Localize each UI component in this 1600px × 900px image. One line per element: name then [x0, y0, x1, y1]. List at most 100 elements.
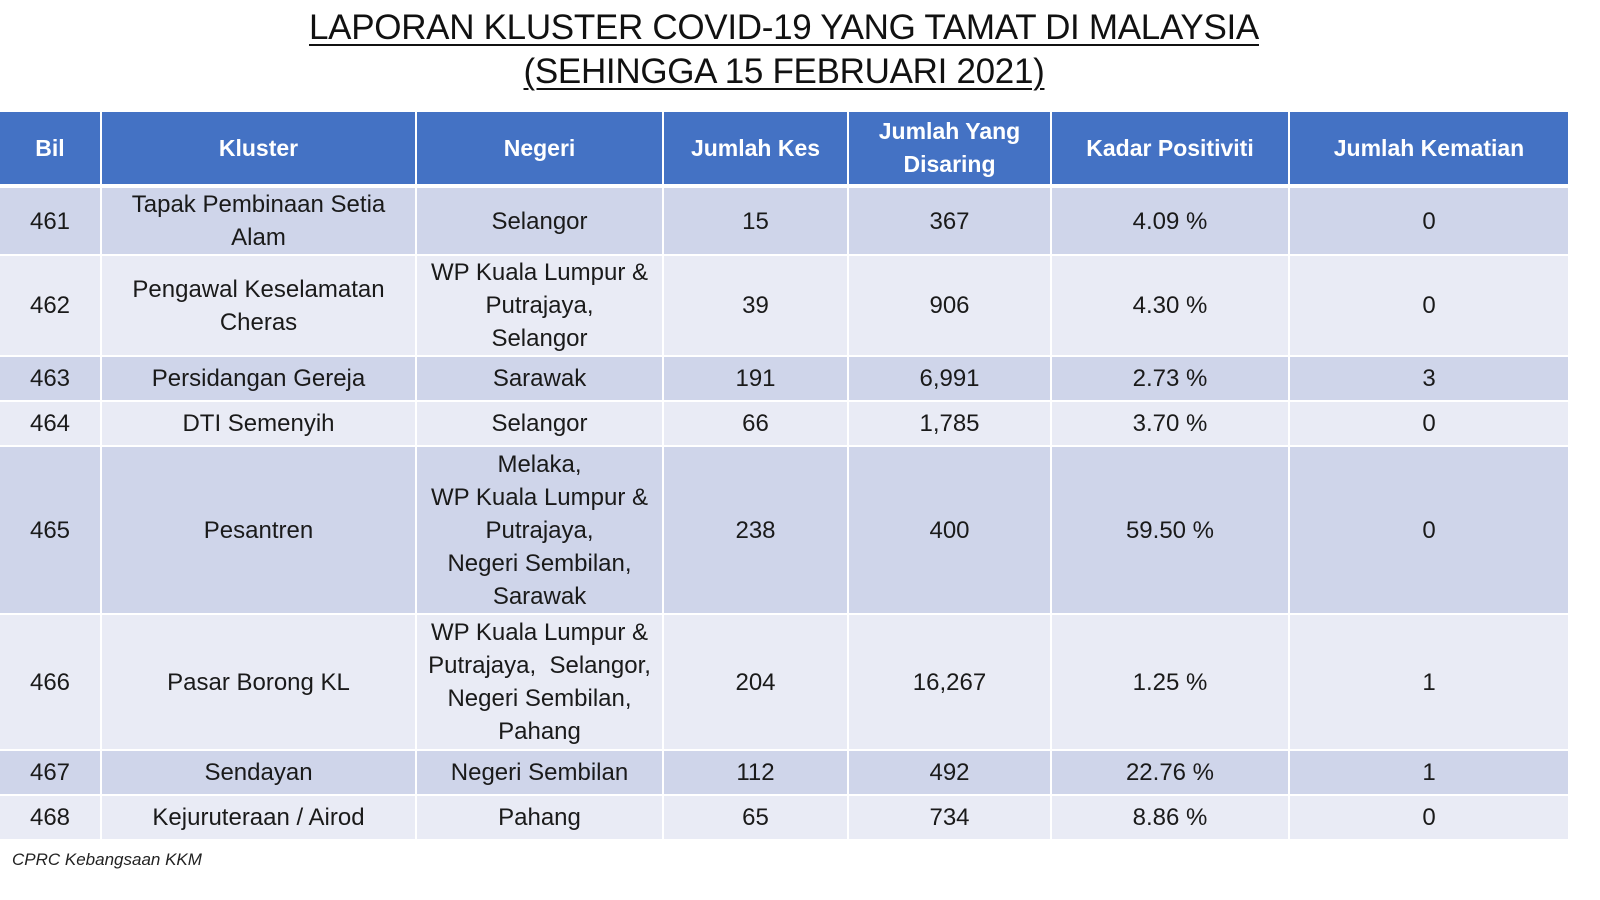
table-body: 461 Tapak Pembinaan Setia Alam Selangor …: [0, 188, 1568, 841]
kluster-line: Kejuruteraan / Airod: [152, 804, 365, 831]
cell-kadar-positiviti: 2.73 %: [1052, 357, 1290, 402]
negeri-line: Selangor: [491, 410, 588, 437]
cell-kluster: Pesantren: [102, 447, 417, 615]
cell-kluster: Tapak Pembinaan Setia Alam: [102, 188, 417, 256]
cell-kluster: Pengawal Keselamatan Cheras: [102, 256, 417, 357]
cell-jumlah-kes: 39: [664, 256, 849, 357]
cell-jumlah-kematian: 0: [1290, 188, 1568, 256]
negeri-line: Putrajaya,: [485, 292, 594, 319]
kluster-line: Pesantren: [203, 516, 314, 544]
cell-bil: 462: [0, 256, 102, 357]
source-footer: CPRC Kebangsaan KKM: [12, 850, 202, 869]
kluster-line: Sendayan: [204, 759, 313, 786]
header-kluster: Kluster: [102, 112, 417, 188]
table-row: 461 Tapak Pembinaan Setia Alam Selangor …: [0, 188, 1568, 256]
cell-jumlah-disaring: 906: [849, 256, 1052, 357]
table-row: 462 Pengawal Keselamatan Cheras WP Kuala…: [0, 256, 1568, 357]
cell-jumlah-kes: 15: [664, 188, 849, 256]
kluster-line: Pengawal Keselamatan: [132, 275, 385, 303]
cell-bil: 464: [0, 402, 102, 447]
cell-kluster: Persidangan Gereja: [102, 357, 417, 402]
kluster-line: Cheras: [219, 308, 298, 336]
cell-negeri: WP Kuala Lumpur & Putrajaya, Selangor: [417, 256, 664, 357]
cell-negeri: Sarawak: [417, 357, 664, 402]
negeri-line: Pahang: [498, 718, 581, 745]
cell-jumlah-kes: 66: [664, 402, 849, 447]
cell-jumlah-kematian: 0: [1290, 402, 1568, 447]
table-row: 464 DTI Semenyih Selangor 66 1,785 3.70 …: [0, 402, 1568, 447]
cell-kluster: Sendayan: [102, 751, 417, 796]
negeri-line: Putrajaya, Selangor,: [428, 652, 651, 679]
cell-jumlah-kematian: 0: [1290, 256, 1568, 357]
negeri-line: Sarawak: [492, 582, 587, 610]
cell-negeri: Selangor: [417, 188, 664, 256]
negeri-line: WP Kuala Lumpur &: [431, 619, 648, 646]
header-kadar-positiviti: Kadar Positiviti: [1052, 112, 1290, 188]
negeri-line: Selangor: [491, 325, 588, 352]
cell-jumlah-disaring: 734: [849, 796, 1052, 841]
cell-jumlah-disaring: 400: [849, 447, 1052, 615]
cell-bil: 463: [0, 357, 102, 402]
cell-negeri: Pahang: [417, 796, 664, 841]
cell-kadar-positiviti: 8.86 %: [1052, 796, 1290, 841]
cell-kadar-positiviti: 22.76 %: [1052, 751, 1290, 796]
negeri-line: Negeri Sembilan,: [447, 549, 632, 577]
cell-jumlah-kematian: 0: [1290, 447, 1568, 615]
cell-bil: 466: [0, 615, 102, 751]
negeri-line: Sarawak: [492, 365, 587, 392]
table-row: 466 Pasar Borong KL WP Kuala Lumpur & Pu…: [0, 615, 1568, 751]
kluster-line: Alam: [231, 224, 286, 251]
kluster-line: Tapak Pembinaan Setia: [131, 191, 386, 218]
cell-bil: 468: [0, 796, 102, 841]
negeri-line: Negeri Sembilan: [450, 759, 629, 786]
report-title: LAPORAN KLUSTER COVID-19 YANG TAMAT DI M…: [0, 6, 1568, 94]
cluster-table: Bil Kluster Negeri Jumlah Kes Jumlah Yan…: [0, 112, 1568, 841]
cell-jumlah-kes: 204: [664, 615, 849, 751]
cluster-table-container: Bil Kluster Negeri Jumlah Kes Jumlah Yan…: [0, 112, 1568, 841]
header-jumlah-kes: Jumlah Kes: [664, 112, 849, 188]
cell-bil: 467: [0, 751, 102, 796]
header-negeri: Negeri: [417, 112, 664, 188]
cell-jumlah-disaring: 16,267: [849, 615, 1052, 751]
negeri-line: Negeri Sembilan,: [447, 685, 632, 712]
kluster-line: Persidangan Gereja: [151, 365, 366, 392]
cell-kadar-positiviti: 3.70 %: [1052, 402, 1290, 447]
cell-jumlah-kes: 238: [664, 447, 849, 615]
cell-jumlah-disaring: 492: [849, 751, 1052, 796]
table-header-row: Bil Kluster Negeri Jumlah Kes Jumlah Yan…: [0, 112, 1568, 188]
negeri-line: Pahang: [498, 804, 581, 831]
cell-jumlah-kes: 65: [664, 796, 849, 841]
cell-negeri: Melaka, WP Kuala Lumpur & Putrajaya, Neg…: [417, 447, 664, 615]
title-line-1: LAPORAN KLUSTER COVID-19 YANG TAMAT DI M…: [309, 8, 1259, 47]
header-jumlah-disaring: Jumlah Yang Disaring: [849, 112, 1052, 188]
table-row: 468 Kejuruteraan / Airod Pahang 65 734 8…: [0, 796, 1568, 841]
kluster-line: Pasar Borong KL: [167, 668, 350, 696]
cell-jumlah-kematian: 3: [1290, 357, 1568, 402]
cell-negeri: WP Kuala Lumpur & Putrajaya, Selangor, N…: [417, 615, 664, 751]
cell-jumlah-disaring: 1,785: [849, 402, 1052, 447]
table-row: 467 Sendayan Negeri Sembilan 112 492 22.…: [0, 751, 1568, 796]
cell-jumlah-kematian: 0: [1290, 796, 1568, 841]
cell-jumlah-kematian: 1: [1290, 751, 1568, 796]
cell-jumlah-disaring: 6,991: [849, 357, 1052, 402]
title-line-2: (SEHINGGA 15 FEBRUARI 2021): [523, 52, 1045, 91]
negeri-line: Melaka,: [497, 450, 582, 478]
cell-kluster: DTI Semenyih: [102, 402, 417, 447]
cell-jumlah-kes: 191: [664, 357, 849, 402]
cell-jumlah-disaring: 367: [849, 188, 1052, 256]
cell-negeri: Negeri Sembilan: [417, 751, 664, 796]
cell-bil: 461: [0, 188, 102, 256]
cell-kluster: Kejuruteraan / Airod: [102, 796, 417, 841]
table-row: 465 Pesantren Melaka, WP Kuala Lumpur & …: [0, 447, 1568, 615]
negeri-line: Putrajaya,: [485, 516, 594, 544]
cell-kadar-positiviti: 59.50 %: [1052, 447, 1290, 615]
cell-bil: 465: [0, 447, 102, 615]
cell-jumlah-kes: 112: [664, 751, 849, 796]
cell-kadar-positiviti: 4.09 %: [1052, 188, 1290, 256]
cell-kadar-positiviti: 1.25 %: [1052, 615, 1290, 751]
kluster-line: DTI Semenyih: [182, 410, 335, 437]
negeri-line: WP Kuala Lumpur &: [431, 259, 648, 286]
negeri-line: Selangor: [491, 207, 588, 235]
cell-kluster: Pasar Borong KL: [102, 615, 417, 751]
header-bil: Bil: [0, 112, 102, 188]
